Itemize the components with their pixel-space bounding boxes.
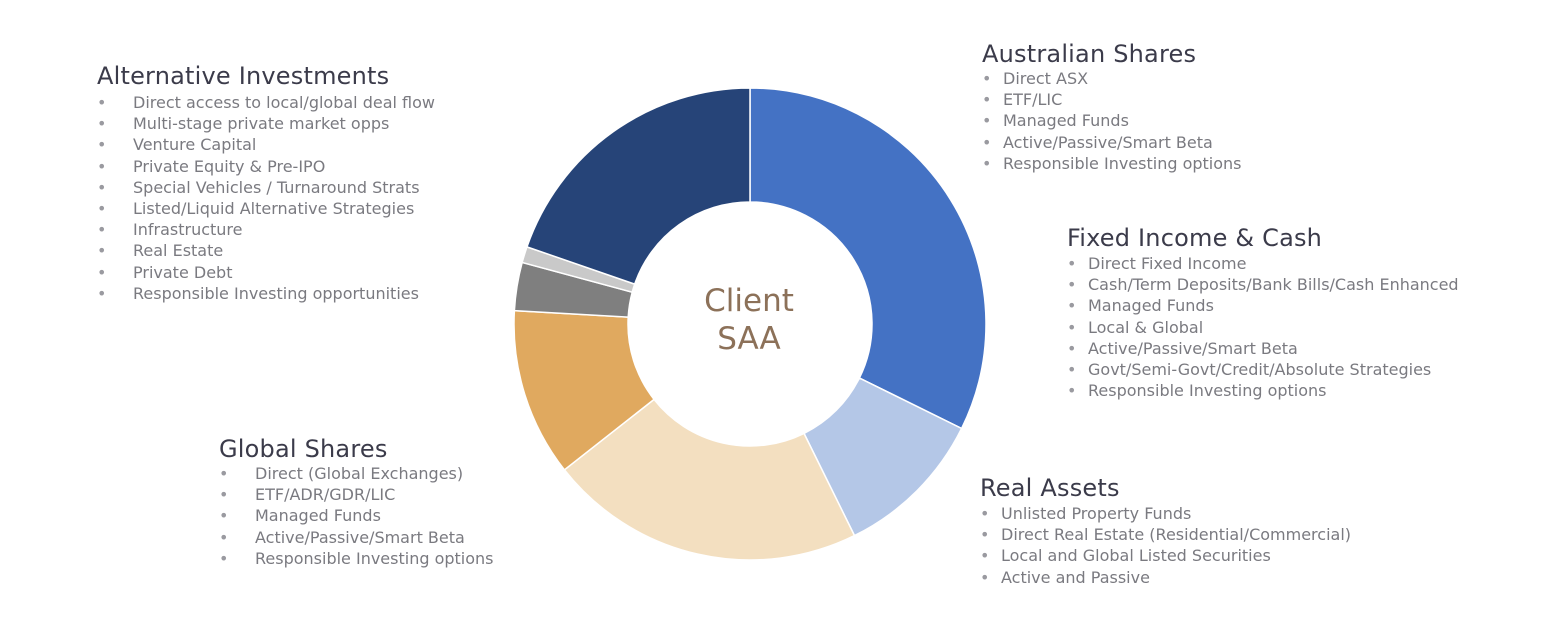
center-label-line1: Client [704, 283, 794, 319]
list-item: Managed Funds [982, 110, 1242, 131]
list-item: Infrastructure [97, 219, 435, 240]
list-item: Listed/Liquid Alternative Strategies [97, 198, 435, 219]
list-item: Responsible Investing options [219, 548, 494, 569]
list-item: Direct access to local/global deal flow [97, 92, 435, 113]
australian-shares-list: Direct ASXETF/LICManaged FundsActive/Pas… [982, 68, 1242, 174]
list-item: Multi-stage private market opps [97, 113, 435, 134]
real-assets-block: Real Assets Unlisted Property FundsDirec… [980, 474, 1351, 588]
list-item: Unlisted Property Funds [980, 503, 1351, 524]
fixed-income-block: Fixed Income & Cash Direct Fixed IncomeC… [1067, 224, 1459, 402]
alternative-investments-block: Alternative Investments Direct access to… [97, 62, 435, 304]
alternative-investments-title: Alternative Investments [97, 62, 390, 90]
list-item: Local & Global [1067, 317, 1459, 338]
global-shares-block: Global Shares Direct (Global Exchanges)E… [219, 435, 494, 569]
australian-shares-title: Australian Shares [982, 40, 1197, 68]
list-item: Private Equity & Pre-IPO [97, 156, 435, 177]
list-item: Responsible Investing opportunities [97, 283, 435, 304]
list-item: Responsible Investing options [982, 153, 1242, 174]
alternative-investments-list: Direct access to local/global deal flowM… [97, 92, 435, 304]
list-item: Responsible Investing options [1067, 380, 1459, 401]
fixed-income-title: Fixed Income & Cash [1067, 224, 1323, 252]
center-label: Client SAA [649, 282, 849, 358]
donut-slice-3 [563, 398, 856, 561]
donut-slice-1 [749, 87, 987, 430]
center-label-line2: SAA [717, 321, 781, 357]
list-item: Managed Funds [1067, 295, 1459, 316]
list-item: Managed Funds [219, 505, 494, 526]
list-item: Active/Passive/Smart Beta [219, 527, 494, 548]
list-item: Direct Real Estate (Residential/Commerci… [980, 524, 1351, 545]
real-assets-list: Unlisted Property FundsDirect Real Estat… [980, 503, 1351, 588]
list-item: Active/Passive/Smart Beta [982, 132, 1242, 153]
real-assets-title: Real Assets [980, 474, 1120, 502]
list-item: Direct ASX [982, 68, 1242, 89]
list-item: Govt/Semi-Govt/Credit/Absolute Strategie… [1067, 359, 1459, 380]
list-item: Direct Fixed Income [1067, 253, 1459, 274]
list-item: Special Vehicles / Turnaround Strats [97, 177, 435, 198]
donut-slice-7 [526, 87, 751, 286]
list-item: ETF/LIC [982, 89, 1242, 110]
global-shares-list: Direct (Global Exchanges)ETF/ADR/GDR/LIC… [219, 463, 494, 569]
australian-shares-block: Australian Shares Direct ASXETF/LICManag… [982, 40, 1242, 174]
list-item: Direct (Global Exchanges) [219, 463, 494, 484]
list-item: Local and Global Listed Securities [980, 545, 1351, 566]
list-item: Private Debt [97, 262, 435, 283]
donut-chart [513, 87, 987, 561]
list-item: ETF/ADR/GDR/LIC [219, 484, 494, 505]
list-item: Active/Passive/Smart Beta [1067, 338, 1459, 359]
list-item: Active and Passive [980, 567, 1351, 588]
list-item: Cash/Term Deposits/Bank Bills/Cash Enhan… [1067, 274, 1459, 295]
list-item: Venture Capital [97, 134, 435, 155]
fixed-income-list: Direct Fixed IncomeCash/Term Deposits/Ba… [1067, 253, 1459, 402]
global-shares-title: Global Shares [219, 435, 388, 463]
list-item: Real Estate [97, 240, 435, 261]
